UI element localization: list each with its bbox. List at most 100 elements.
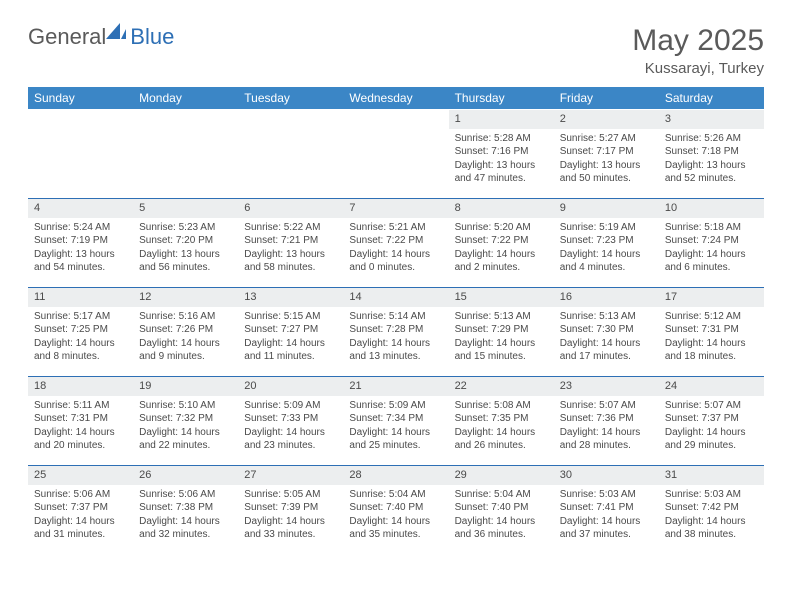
sunrise-text: Sunrise: 5:05 AM [244,488,337,502]
day-number: 9 [554,199,659,218]
daylight-text: and 35 minutes. [349,528,442,542]
daylight-text: and 13 minutes. [349,350,442,364]
daylight-text: Daylight: 14 hours [560,337,653,351]
calendar-cell: 28Sunrise: 5:04 AMSunset: 7:40 PMDayligh… [343,466,448,555]
day-number: 5 [133,199,238,218]
calendar-cell: 10Sunrise: 5:18 AMSunset: 7:24 PMDayligh… [659,199,764,288]
sunrise-text: Sunrise: 5:09 AM [349,399,442,413]
daylight-text: and 23 minutes. [244,439,337,453]
day-number: 22 [449,377,554,396]
daylight-text: and 29 minutes. [665,439,758,453]
sunrise-text: Sunrise: 5:22 AM [244,221,337,235]
logo-text-general: General [28,24,106,50]
month-title: May 2025 [632,24,764,58]
daylight-text: and 58 minutes. [244,261,337,275]
calendar-week-row: 25Sunrise: 5:06 AMSunset: 7:37 PMDayligh… [28,466,764,555]
daylight-text: Daylight: 14 hours [244,337,337,351]
sunrise-text: Sunrise: 5:06 AM [139,488,232,502]
daylight-text: Daylight: 13 hours [560,159,653,173]
calendar-cell: 15 Sunrise: 5:13 AMSunset: 7:29 PMDayligh… [449,288,554,377]
sunrise-text: Sunrise: 5:03 AM [560,488,653,502]
daylight-text: and 22 minutes. [139,439,232,453]
daylight-text: Daylight: 14 hours [244,515,337,529]
weekday-header: Tuesday [238,87,343,110]
daylight-text: Daylight: 14 hours [455,337,548,351]
weekday-header: Friday [554,87,659,110]
sunset-text: Sunset: 7:35 PM [455,412,548,426]
sunset-text: Sunset: 7:28 PM [349,323,442,337]
weekday-header: Sunday [28,87,133,110]
daylight-text: and 18 minutes. [665,350,758,364]
logo-sail-icon [106,23,126,39]
daylight-text: Daylight: 14 hours [34,337,127,351]
day-number: 20 [238,377,343,396]
calendar-cell: 12Sunrise: 5:16 AMSunset: 7:26 PMDayligh… [133,288,238,377]
sunset-text: Sunset: 7:29 PM [455,323,548,337]
calendar-cell: 27Sunrise: 5:05 AMSunset: 7:39 PMDayligh… [238,466,343,555]
calendar-cell: 29 Sunrise: 5:04 AMSunset: 7:40 PMDayligh… [449,466,554,555]
day-number: 29 [449,466,554,485]
calendar-cell: 24Sunrise: 5:07 AMSunset: 7:37 PMDayligh… [659,377,764,466]
calendar-week-row: 18Sunrise: 5:11 AMSunset: 7:31 PMDayligh… [28,377,764,466]
sunset-text: Sunset: 7:22 PM [455,234,548,248]
daylight-text: Daylight: 14 hours [349,515,442,529]
day-number: 8 [449,199,554,218]
calendar-cell: 4Sunrise: 5:24 AMSunset: 7:19 PMDaylight… [28,199,133,288]
sunset-text: Sunset: 7:22 PM [349,234,442,248]
sunset-text: Sunset: 7:18 PM [665,145,758,159]
day-number: 26 [133,466,238,485]
sunset-text: Sunset: 7:25 PM [34,323,127,337]
sunset-text: Sunset: 7:19 PM [34,234,127,248]
sunrise-text: Sunrise: 5:13 AM [455,310,548,324]
day-number: 15 [449,288,554,307]
calendar-cell: 6Sunrise: 5:22 AMSunset: 7:21 PMDaylight… [238,199,343,288]
calendar-cell: 25Sunrise: 5:06 AMSunset: 7:37 PMDayligh… [28,466,133,555]
daylight-text: Daylight: 14 hours [139,337,232,351]
sunrise-text: Sunrise: 5:04 AM [455,488,548,502]
sunset-text: Sunset: 7:21 PM [244,234,337,248]
day-number: 31 [659,466,764,485]
day-number: 24 [659,377,764,396]
sunset-text: Sunset: 7:32 PM [139,412,232,426]
sunrise-text: Sunrise: 5:09 AM [244,399,337,413]
daylight-text: and 50 minutes. [560,172,653,186]
day-number: 25 [28,466,133,485]
sunrise-text: Sunrise: 5:26 AM [665,132,758,146]
calendar-cell: 23Sunrise: 5:07 AMSunset: 7:36 PMDayligh… [554,377,659,466]
sunrise-text: Sunrise: 5:20 AM [455,221,548,235]
sunset-text: Sunset: 7:40 PM [455,501,548,515]
daylight-text: and 11 minutes. [244,350,337,364]
daylight-text: Daylight: 14 hours [665,515,758,529]
calendar-week-row: 1Sunrise: 5:28 AMSunset: 7:16 PMDaylight… [28,110,764,199]
day-number: 12 [133,288,238,307]
calendar-cell: 1Sunrise: 5:28 AMSunset: 7:16 PMDaylight… [449,110,554,199]
sunrise-text: Sunrise: 5:06 AM [34,488,127,502]
sunrise-text: Sunrise: 5:28 AM [455,132,548,146]
daylight-text: Daylight: 13 hours [34,248,127,262]
calendar-cell: 2Sunrise: 5:27 AMSunset: 7:17 PMDaylight… [554,110,659,199]
calendar-cell: 3Sunrise: 5:26 AMSunset: 7:18 PMDaylight… [659,110,764,199]
daylight-text: and 38 minutes. [665,528,758,542]
day-number: 4 [28,199,133,218]
day-number: 6 [238,199,343,218]
sunrise-text: Sunrise: 5:13 AM [560,310,653,324]
day-number: 19 [133,377,238,396]
sunrise-text: Sunrise: 5:18 AM [665,221,758,235]
daylight-text: and 28 minutes. [560,439,653,453]
daylight-text: Daylight: 14 hours [455,515,548,529]
sunset-text: Sunset: 7:39 PM [244,501,337,515]
logo-text-blue: Blue [130,24,174,50]
day-number: 7 [343,199,448,218]
daylight-text: Daylight: 14 hours [455,248,548,262]
day-number: 17 [659,288,764,307]
calendar-cell: 16Sunrise: 5:13 AMSunset: 7:30 PMDayligh… [554,288,659,377]
calendar-cell: 31Sunrise: 5:03 AMSunset: 7:42 PMDayligh… [659,466,764,555]
day-number: 16 [554,288,659,307]
daylight-text: Daylight: 14 hours [349,248,442,262]
day-number: 30 [554,466,659,485]
sunrise-text: Sunrise: 5:16 AM [139,310,232,324]
sunset-text: Sunset: 7:31 PM [665,323,758,337]
calendar-week-row: 4Sunrise: 5:24 AMSunset: 7:19 PMDaylight… [28,199,764,288]
daylight-text: Daylight: 14 hours [34,515,127,529]
sunset-text: Sunset: 7:37 PM [665,412,758,426]
